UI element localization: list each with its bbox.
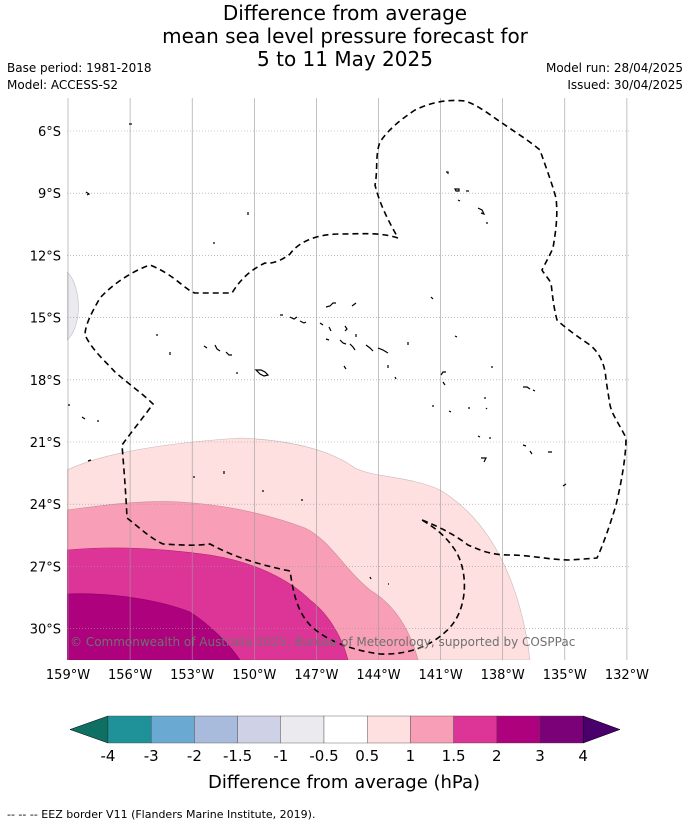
colorbar-tick-label: -1	[273, 747, 288, 765]
issued-date: Issued: 30/04/2025	[567, 78, 683, 92]
lat-label: 30°S	[30, 623, 61, 638]
island	[365, 344, 389, 354]
lat-label: 18°S	[30, 374, 61, 389]
colorbar-segment	[496, 715, 541, 744]
island	[440, 371, 446, 386]
lat-label: 15°S	[30, 312, 61, 327]
lat-label: 24°S	[30, 498, 61, 513]
island	[523, 386, 536, 392]
lon-label: 135°W	[543, 668, 587, 683]
lon-label: 150°W	[232, 668, 276, 683]
copyright-notice: © Commonwealth of Australia 2025, Bureau…	[70, 635, 575, 649]
island	[325, 338, 356, 351]
island	[454, 188, 460, 192]
title-line-3: 5 to 11 May 2025	[257, 47, 433, 71]
longitude-labels: 159°W 156°W 153°W 150°W 147°W 144°W 141°W 138°W…	[46, 668, 649, 683]
colorbar-segment	[323, 715, 368, 744]
title-line-2: mean sea level pressure forecast for	[162, 24, 528, 48]
island	[156, 334, 171, 355]
island	[85, 191, 91, 196]
island	[254, 369, 270, 377]
island	[319, 322, 348, 332]
colorbar-segment	[280, 715, 325, 744]
island	[280, 314, 307, 324]
lon-label: 156°W	[108, 668, 152, 683]
gridlines	[67, 98, 630, 660]
metadata-right: Model run: 28/04/2025 Issued: 30/04/2025	[546, 60, 683, 94]
colorbar-segment	[410, 715, 454, 744]
island	[446, 171, 449, 174]
island	[369, 576, 389, 585]
colorbar-tick-label: 3	[535, 747, 545, 765]
lon-label: 141°W	[419, 668, 463, 683]
lon-label: 138°W	[481, 668, 525, 683]
colorbar-segment	[453, 715, 498, 744]
colorbar-tick-label: 1	[406, 747, 416, 765]
base-period: Base period: 1981-2018	[7, 61, 152, 75]
anomaly-region-2-3	[67, 593, 241, 660]
lat-label: 6°S	[38, 125, 61, 140]
colorbar-segment	[150, 715, 195, 744]
island	[477, 207, 486, 216]
lat-label: 9°S	[38, 187, 61, 202]
model-name: Model: ACCESS-S2	[7, 78, 119, 92]
island	[203, 344, 232, 356]
lon-label: 132°W	[605, 668, 649, 683]
model-run: Model run: 28/04/2025	[545, 61, 683, 75]
island	[430, 296, 434, 300]
metadata-left: Base period: 1981-2018 Model: ACCESS-S2	[7, 60, 152, 94]
eez-border-east	[374, 99, 627, 561]
colorbar-tick-label: 1.5	[442, 747, 466, 765]
colorbar-title: Difference from average (hPa)	[208, 772, 480, 793]
island	[87, 459, 303, 501]
eez-border-west	[84, 232, 466, 655]
colorbar-segment	[107, 715, 152, 744]
map-title: Difference from average mean sea level p…	[0, 2, 690, 71]
island	[68, 404, 99, 422]
island	[522, 444, 552, 455]
island	[325, 302, 357, 308]
island	[562, 483, 567, 487]
lon-label: 147°W	[294, 668, 338, 683]
colorbar-arrow-high	[582, 715, 621, 744]
island	[457, 199, 461, 202]
latitude-labels: 6°S 9°S 12°S 15°S 18°S 21°S 24°S 27°S 30°S	[30, 125, 61, 638]
colorbar-tick-label: -4	[101, 747, 116, 765]
lon-label: 144°W	[356, 668, 400, 683]
colorbar-tick-label: 2	[492, 747, 502, 765]
colorbar-tick-label: 0.5	[355, 747, 379, 765]
colorbar-tick-label: 4	[578, 747, 588, 765]
colorbar-tick-label: -3	[144, 747, 159, 765]
anomaly-shading	[67, 271, 531, 660]
island	[236, 365, 397, 380]
lon-label: 153°W	[170, 668, 214, 683]
colorbar-segment	[194, 715, 238, 744]
title-line-1: Difference from average	[222, 1, 468, 25]
islands	[68, 123, 567, 585]
island	[355, 334, 458, 345]
colorbar-tick-label: -1.5	[223, 747, 252, 765]
lat-label: 12°S	[30, 249, 61, 264]
island	[477, 435, 491, 463]
colorbar-tick-label: -2	[187, 747, 202, 765]
colorbar-segment	[367, 715, 411, 744]
island	[432, 397, 488, 413]
colorbar-tick-label: -0.5	[309, 747, 338, 765]
colorbar-segment	[539, 715, 584, 744]
lat-label: 27°S	[30, 560, 61, 575]
lon-label: 159°W	[46, 668, 90, 683]
eez-borders	[84, 99, 627, 655]
footer-eez-note: -- -- -- EEZ border V11 (Flanders Marine…	[7, 808, 316, 821]
colorbar: -4 -3 -2 -1.5 -1 -0.5 0.5 1 1.5 2 3 4	[69, 715, 621, 765]
anomaly-region-neg	[67, 271, 79, 341]
lat-label: 21°S	[30, 436, 61, 451]
colorbar-segment	[237, 715, 282, 744]
colorbar-arrow-low	[69, 715, 109, 744]
